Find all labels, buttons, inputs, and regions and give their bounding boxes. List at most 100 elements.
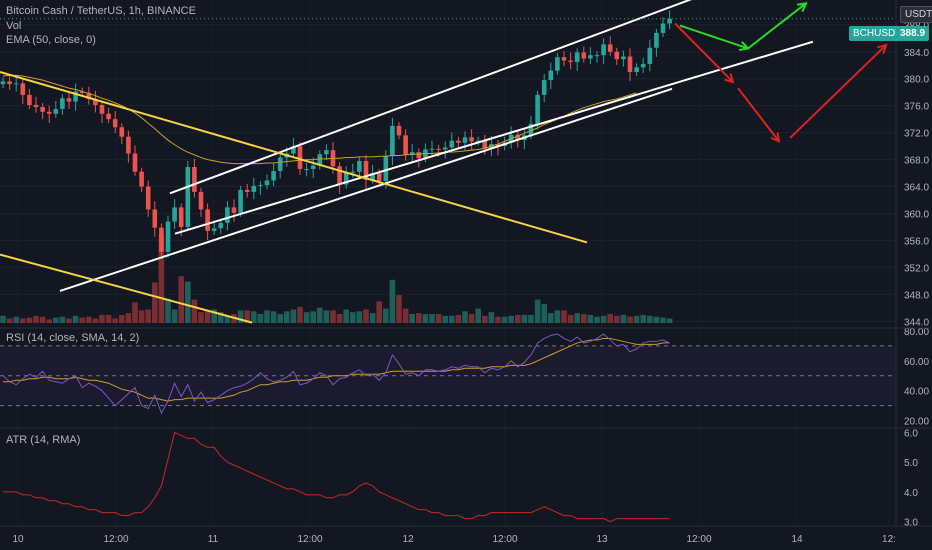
volume-bar bbox=[396, 295, 402, 323]
candle-body bbox=[482, 140, 488, 149]
candle-body bbox=[555, 57, 560, 71]
candle-body bbox=[581, 52, 587, 59]
price-tick-label: 360.0 bbox=[904, 209, 929, 220]
volume-bar bbox=[257, 314, 264, 323]
atr-tick-label: 4.0 bbox=[904, 488, 918, 499]
volume-bar bbox=[6, 318, 13, 323]
candle-body bbox=[27, 94, 32, 106]
candle-body bbox=[660, 23, 666, 33]
bearish-projection bbox=[737, 87, 780, 142]
candle-body bbox=[13, 83, 19, 85]
volume-bar bbox=[86, 316, 92, 323]
candle-body bbox=[231, 207, 237, 213]
volume-bar bbox=[125, 313, 132, 323]
bearish-arrowhead bbox=[724, 73, 735, 84]
candle-body bbox=[640, 63, 646, 68]
channel-middle-line bbox=[174, 40, 814, 235]
volume-label[interactable]: Vol bbox=[6, 20, 22, 32]
price-tick-label: 384.0 bbox=[904, 48, 929, 59]
volume-bar bbox=[416, 313, 422, 323]
candle-body bbox=[304, 169, 309, 171]
time-tick-label: 12:00 bbox=[297, 534, 322, 545]
volume-bar bbox=[548, 313, 554, 323]
volume-bar bbox=[138, 310, 145, 323]
volume-bar bbox=[53, 317, 59, 323]
volume-bar bbox=[72, 315, 79, 323]
volume-bar bbox=[376, 301, 382, 323]
rsi-label[interactable]: RSI (14, close, SMA, 14, 2) bbox=[6, 332, 140, 344]
atr-tick-label: 3.0 bbox=[904, 518, 918, 529]
price-tick-label: 368.0 bbox=[904, 156, 929, 167]
candle-body bbox=[442, 147, 448, 150]
volume-bar bbox=[244, 310, 250, 323]
candle-body bbox=[574, 52, 580, 62]
volume-bar bbox=[389, 279, 396, 323]
price-axis[interactable]: 344.0 348.0 352.0 356.0 360.0 364.0 368.0 372.0… bbox=[904, 21, 929, 529]
candle-body bbox=[594, 55, 600, 57]
volume-bar bbox=[429, 314, 435, 323]
time-axis[interactable]: 10 12:00 11 12:00 12 12:00 13 12:00 14 12: bbox=[12, 534, 896, 545]
volume-bar bbox=[627, 316, 633, 323]
volume-bar bbox=[462, 311, 468, 323]
volume-bar bbox=[620, 314, 627, 323]
candle-body bbox=[152, 209, 158, 228]
ema-label[interactable]: EMA (50, close, 0) bbox=[6, 34, 96, 46]
candle-body bbox=[390, 125, 395, 157]
candle-body bbox=[383, 156, 389, 182]
volume-bar bbox=[455, 314, 462, 323]
candle-body bbox=[317, 154, 323, 166]
volume-bar bbox=[317, 307, 323, 323]
volume-bar bbox=[581, 314, 587, 323]
candle-body bbox=[218, 222, 224, 229]
candle-body bbox=[7, 81, 12, 85]
candle-body bbox=[205, 209, 210, 231]
candle-body bbox=[86, 92, 92, 99]
volume-bar bbox=[251, 311, 257, 323]
candle-body bbox=[264, 180, 270, 186]
volume-bar bbox=[13, 316, 19, 323]
candle-body bbox=[145, 186, 151, 210]
channel-lower-line bbox=[59, 87, 673, 292]
candle-body bbox=[60, 98, 65, 110]
candle-body bbox=[79, 91, 85, 93]
volume-bar bbox=[211, 309, 217, 323]
volume-bar bbox=[409, 314, 415, 323]
candle-body bbox=[654, 32, 659, 48]
volume-bar bbox=[152, 282, 158, 323]
recovery-arrowhead bbox=[877, 43, 888, 54]
volume-bars bbox=[0, 233, 673, 323]
drawings bbox=[0, 0, 896, 324]
rsi-tick-label: 60.00 bbox=[904, 357, 929, 368]
candle-body bbox=[475, 140, 481, 142]
bullish-arrowhead bbox=[796, 2, 808, 12]
candle-body bbox=[548, 70, 554, 81]
candle-body bbox=[535, 94, 540, 124]
time-tick-label: 10 bbox=[12, 534, 24, 545]
symbol-title[interactable]: Bitcoin Cash / TetherUS, 1h, BINANCE bbox=[6, 5, 196, 17]
volume-bar bbox=[178, 276, 184, 323]
candle-body bbox=[403, 135, 408, 155]
volume-bar bbox=[660, 317, 666, 323]
candle-body bbox=[357, 160, 362, 172]
volume-bar bbox=[39, 316, 46, 323]
candle-body bbox=[73, 91, 78, 102]
volume-bar bbox=[633, 315, 640, 323]
volume-bar bbox=[33, 315, 39, 323]
volume-bar bbox=[105, 314, 112, 323]
price-tick-label: 352.0 bbox=[904, 263, 929, 274]
volume-bar bbox=[20, 318, 26, 323]
candle-body bbox=[561, 57, 567, 61]
volume-bar bbox=[607, 314, 613, 323]
volume-bar bbox=[26, 317, 33, 323]
candle-body bbox=[667, 18, 672, 24]
volume-bar bbox=[0, 315, 6, 323]
rsi-pane bbox=[0, 333, 896, 415]
volume-bar bbox=[475, 308, 481, 323]
volume-bar bbox=[541, 304, 547, 323]
atr-label[interactable]: ATR (14, RMA) bbox=[6, 434, 81, 446]
currency-badge[interactable]: USDT bbox=[900, 6, 932, 23]
candle-body bbox=[376, 173, 382, 182]
candle-body bbox=[159, 227, 164, 252]
time-tick-label: 12:00 bbox=[103, 534, 128, 545]
